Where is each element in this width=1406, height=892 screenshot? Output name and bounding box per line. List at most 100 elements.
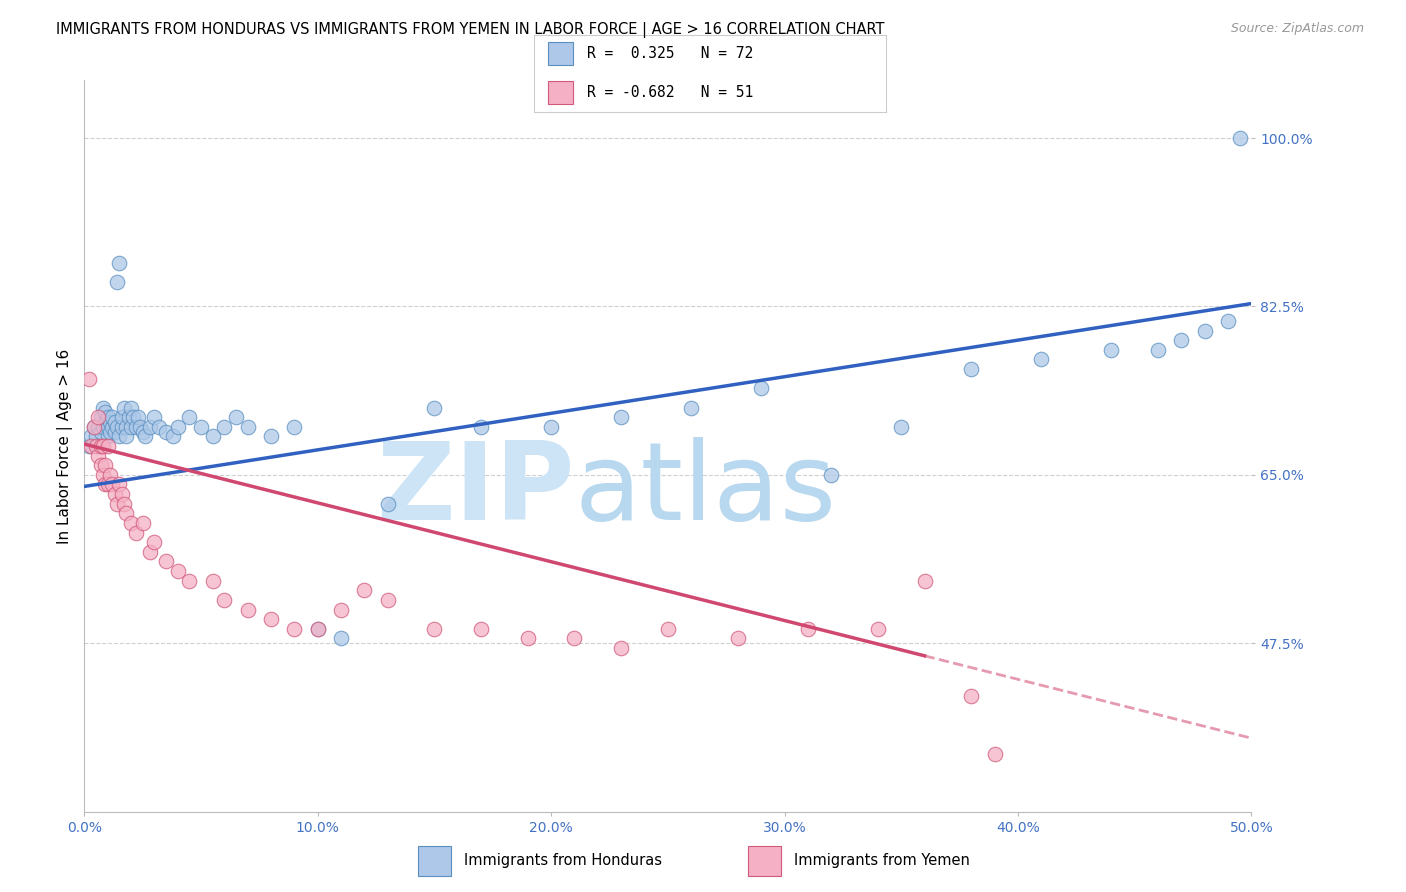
Point xyxy=(610,410,633,425)
Point xyxy=(890,419,912,434)
Point xyxy=(330,602,353,616)
Point xyxy=(681,401,703,415)
Point xyxy=(134,429,156,443)
Point xyxy=(98,415,121,429)
Point xyxy=(148,419,170,434)
Point xyxy=(83,419,105,434)
Text: Immigrants from Honduras: Immigrants from Honduras xyxy=(464,854,662,868)
Point xyxy=(657,622,679,636)
Point xyxy=(91,439,114,453)
Point xyxy=(98,467,121,482)
Point xyxy=(90,425,112,439)
Text: Immigrants from Yemen: Immigrants from Yemen xyxy=(793,854,969,868)
Bar xyxy=(748,847,780,876)
Point xyxy=(307,622,329,636)
Point xyxy=(101,477,124,491)
Y-axis label: In Labor Force | Age > 16: In Labor Force | Age > 16 xyxy=(58,349,73,543)
Point xyxy=(77,439,100,453)
Point xyxy=(105,497,128,511)
Point xyxy=(353,583,375,598)
Point xyxy=(820,467,842,482)
Point xyxy=(330,632,353,646)
Point xyxy=(377,497,399,511)
Point xyxy=(138,419,160,434)
Point xyxy=(179,410,201,425)
Point xyxy=(1147,343,1170,357)
Point xyxy=(1031,352,1053,367)
Text: ZIP: ZIP xyxy=(375,437,575,543)
Point xyxy=(166,419,188,434)
Point xyxy=(118,410,141,425)
Point xyxy=(260,612,283,626)
Point xyxy=(80,439,103,453)
Point xyxy=(105,419,128,434)
Point xyxy=(610,641,633,656)
Point xyxy=(983,747,1005,761)
Point xyxy=(87,410,110,425)
Point xyxy=(307,622,329,636)
Point xyxy=(960,362,983,376)
Point xyxy=(960,690,983,704)
Point xyxy=(1194,324,1216,338)
Point xyxy=(1229,131,1251,145)
Text: R = -0.682   N = 51: R = -0.682 N = 51 xyxy=(588,85,754,100)
Point xyxy=(120,516,142,530)
Point xyxy=(108,256,131,270)
Point xyxy=(108,429,131,443)
Point xyxy=(866,622,889,636)
Point xyxy=(166,564,188,578)
Point xyxy=(727,632,749,646)
Point xyxy=(94,415,117,429)
Point xyxy=(115,507,138,521)
Point xyxy=(101,419,124,434)
Point xyxy=(84,429,107,443)
Bar xyxy=(548,81,574,103)
Point xyxy=(111,419,134,434)
Point xyxy=(94,405,117,419)
Point xyxy=(97,419,120,434)
Point xyxy=(1216,314,1239,328)
Point xyxy=(120,419,142,434)
Point xyxy=(87,439,110,453)
Point xyxy=(94,458,117,473)
Bar xyxy=(419,847,451,876)
Point xyxy=(111,487,134,501)
Point xyxy=(90,439,112,453)
Point xyxy=(132,425,155,439)
Point xyxy=(104,415,127,429)
Point xyxy=(797,622,820,636)
Point xyxy=(94,477,117,491)
Point xyxy=(143,410,166,425)
Point xyxy=(97,439,120,453)
Text: atlas: atlas xyxy=(575,437,837,543)
Point xyxy=(749,381,772,395)
Point xyxy=(260,429,283,443)
Point xyxy=(214,593,236,607)
Point xyxy=(91,401,114,415)
Point xyxy=(127,410,149,425)
Point xyxy=(914,574,936,588)
Point xyxy=(112,401,135,415)
Point xyxy=(283,622,305,636)
Point xyxy=(104,487,127,501)
Point xyxy=(87,419,110,434)
Point xyxy=(84,439,107,453)
Point xyxy=(214,419,236,434)
Point xyxy=(201,574,224,588)
Point xyxy=(470,419,492,434)
Point xyxy=(87,449,110,463)
Bar xyxy=(548,43,574,65)
Point xyxy=(564,632,586,646)
Point xyxy=(190,419,212,434)
Text: Source: ZipAtlas.com: Source: ZipAtlas.com xyxy=(1230,22,1364,36)
Point xyxy=(105,276,128,290)
Point xyxy=(155,425,177,439)
Point xyxy=(201,429,224,443)
Point xyxy=(470,622,492,636)
Point xyxy=(101,410,124,425)
Point xyxy=(155,554,177,568)
Point xyxy=(377,593,399,607)
Point xyxy=(143,535,166,549)
Point xyxy=(104,425,127,439)
Point xyxy=(1170,333,1192,347)
